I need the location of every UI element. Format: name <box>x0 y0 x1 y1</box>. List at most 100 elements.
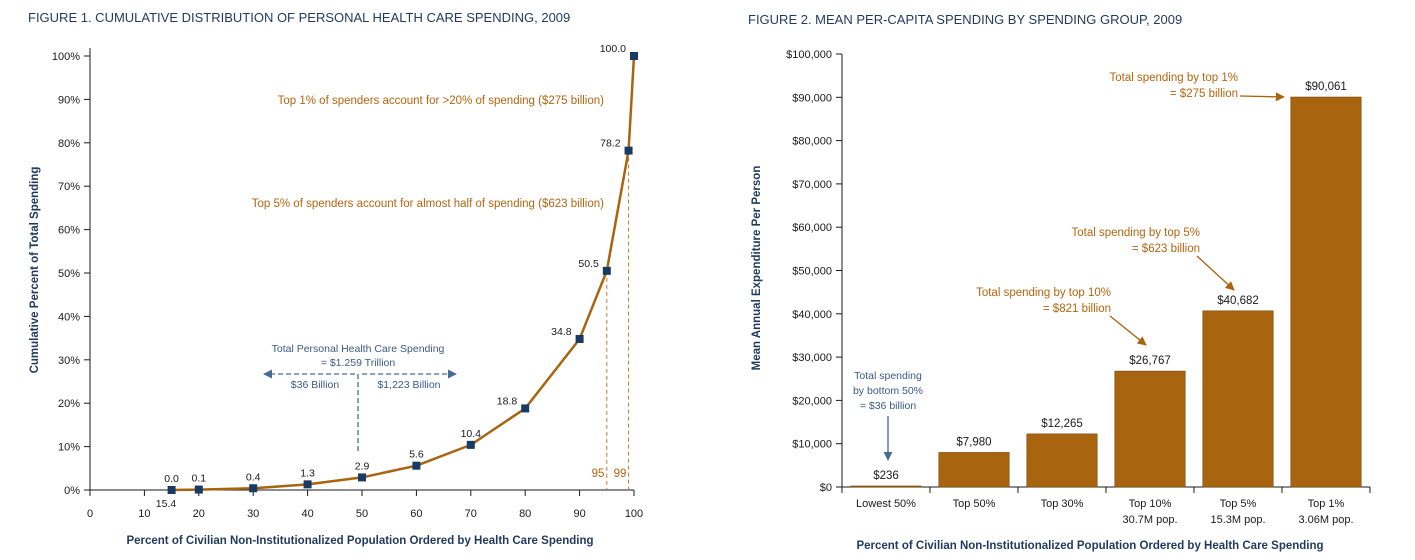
fig2-annotation-bottom-line2: by bottom 50% <box>853 385 923 397</box>
fig1-data-label: 10.4 <box>461 428 482 440</box>
fig1-x-ticks: 0 10 20 30 40 50 60 70 80 90 100 <box>87 490 643 520</box>
fig2-y-axis-label: Mean Annual Expenditure Per Person <box>751 166 763 371</box>
fig2-category-sublabel: 30.7M pop. <box>1122 514 1177 526</box>
fig1-y-tick-label: 70% <box>58 181 80 193</box>
fig1-y-tick-label: 0% <box>64 485 80 497</box>
figure2-title: FIGURE 2. MEAN PER-CAPITA SPENDING BY SP… <box>748 12 1182 27</box>
fig2-y-tick-label: $80,000 <box>792 136 832 148</box>
fig2-y-tick-label: $50,000 <box>792 266 832 278</box>
fig2-bar-value-label: $7,980 <box>956 436 991 448</box>
fig1-data-point <box>466 440 475 449</box>
fig2-y-tick-label: $10,000 <box>792 439 832 451</box>
fig1-data-point <box>602 266 611 275</box>
fig2-arrow-top1 <box>1239 92 1285 102</box>
fig2-bar-value-label: $40,682 <box>1217 295 1259 307</box>
fig1-annotation-top1: Top 1% of spenders account for >20% of s… <box>278 95 605 107</box>
fig1-data-label: 0.0 <box>164 473 179 485</box>
fig1-data-label: 50.5 <box>578 258 599 270</box>
fig2-arrow-top5 <box>1196 255 1235 291</box>
fig1-annotation-total-line1: Total Personal Health Care Spending <box>272 343 445 355</box>
fig2-annotation-top5-line1: Total spending by top 5% <box>1071 227 1200 239</box>
fig1-y-axis-label: Cumulative Percent of Total Spending <box>29 167 41 374</box>
fig1-y-tick-label: 50% <box>58 268 80 280</box>
fig2-annotation-bottom-line1: Total spending <box>854 370 922 382</box>
fig2-category-sublabel: 15.3M pop. <box>1210 514 1265 526</box>
fig2-bar-value-label: $26,767 <box>1129 355 1171 367</box>
fig2-bars: $236 $7,980 $12,265 $26,767 $40,682 $90,061 <box>850 81 1362 488</box>
fig2-bar <box>1290 96 1362 488</box>
fig1-data-point <box>630 52 638 60</box>
fig1-data-points: 0.0 0.1 0.4 1.3 2.9 5.6 10.4 18.8 34.8 50.5 78.2 10… <box>164 43 638 494</box>
fig2-y-tick-label: $90,000 <box>792 92 832 104</box>
fig1-data-label: 0.1 <box>191 473 206 485</box>
fig1-data-point <box>194 485 203 494</box>
fig1-y-tick-label: 40% <box>58 311 80 323</box>
fig1-x-tick-label: 20 <box>193 508 205 520</box>
fig1-annotation-total-line2: = $1.259 Trillion <box>321 357 396 369</box>
fig2-category-sublabel: 3.06M pop. <box>1298 514 1353 526</box>
fig1-data-label: 78.2 <box>600 138 621 150</box>
fig1-x-tick-label: 40 <box>301 508 313 520</box>
fig1-y-tick-label: 60% <box>58 225 80 237</box>
fig2-annotation-top10-line1: Total spending by top 10% <box>976 287 1111 299</box>
fig2-category-label: Top 50% <box>953 498 996 510</box>
fig1-y-tick-label: 100% <box>52 51 80 63</box>
fig2-y-tick-label: $70,000 <box>792 179 832 191</box>
fig1-data-label: 1.3 <box>300 467 315 479</box>
fig1-data-label: 100.0 <box>600 43 626 55</box>
fig1-x-tick-label: 80 <box>519 508 531 520</box>
fig1-x-tick-label: 70 <box>465 508 477 520</box>
fig1-y-tick-label: 80% <box>58 138 80 150</box>
fig2-arrow-top10 <box>1109 315 1147 346</box>
fig1-x-tick-label: 50 <box>356 508 368 520</box>
fig2-y-tick-label: $60,000 <box>792 222 832 234</box>
fig2-y-ticks: $0 $10,000 $20,000 $30,000 $40,000 $50,000 $60… <box>786 49 842 494</box>
fig2-y-tick-label: $30,000 <box>792 352 832 364</box>
fig2-annotation-top5-line2: = $623 billion <box>1132 243 1200 255</box>
fig2-y-tick-label: $40,000 <box>792 309 832 321</box>
fig2-annotation-top1-line2: = $275 billion <box>1170 88 1238 100</box>
ref-label-99: 99 <box>614 468 627 480</box>
fig2-y-tick-label: $0 <box>820 482 832 494</box>
fig1-data-point <box>167 486 176 494</box>
fig2-category-label: Top 5% <box>1220 498 1257 510</box>
fig1-y-tick-label: 10% <box>58 442 80 454</box>
fig2-bar-value-label: $12,265 <box>1041 418 1083 430</box>
fig1-data-label: 0.4 <box>246 471 261 483</box>
fig1-x-axis-label: Percent of Civilian Non-Institutionalize… <box>126 535 593 547</box>
fig2-x-axis-label: Percent of Civilian Non-Institutionalize… <box>856 540 1323 552</box>
fig1-x-tick-label: 0 <box>87 508 93 520</box>
fig2-annotation-bottom-line3: = $36 billion <box>860 400 916 412</box>
fig1-data-label: 34.8 <box>551 326 572 338</box>
fig1-data-point <box>249 484 258 493</box>
fig2-x-ticks: Lowest 50% Top 50% Top 30% Top 10% 30.7M pop… <box>841 487 1371 526</box>
fig1-x-tick-label: 90 <box>573 508 585 520</box>
fig1-series-line <box>171 55 636 492</box>
fig1-x-tick-label: 30 <box>247 508 259 520</box>
fig2-bar <box>850 485 922 488</box>
fig1-data-label: 18.8 <box>497 395 518 407</box>
fig2-bar-value-label: $236 <box>873 470 899 482</box>
fig1-data-point <box>358 473 366 482</box>
fig2-annotation-top1-line1: Total spending by top 1% <box>1109 72 1238 84</box>
fig2-bar <box>1114 370 1186 488</box>
fig2-y-tick-label: $20,000 <box>792 395 832 407</box>
fig2-y-tick-label: $100,000 <box>786 49 832 61</box>
ref-label-95: 95 <box>592 468 605 480</box>
fig1-data-point <box>624 146 633 155</box>
fig1-y-tick-label: 90% <box>58 94 80 106</box>
fig2-category-label: Top 1% <box>1308 498 1345 510</box>
fig1-data-label: 2.9 <box>355 460 370 472</box>
fig1-y-tick-label: 20% <box>58 398 80 410</box>
fig1-data-label: 5.6 <box>409 449 424 461</box>
fig1-x-tick-label: 60 <box>410 508 422 520</box>
fig2-bar-value-label: $90,061 <box>1305 81 1347 93</box>
fig1-x-tick-label: 100 <box>625 508 643 520</box>
fig2-bar <box>1202 310 1274 488</box>
fig1-data-point <box>412 461 421 470</box>
fig2-category-label: Top 30% <box>1041 498 1084 510</box>
fig1-annotation-right: $1,223 Billion <box>377 379 440 391</box>
fig2-category-label: Lowest 50% <box>856 498 916 510</box>
